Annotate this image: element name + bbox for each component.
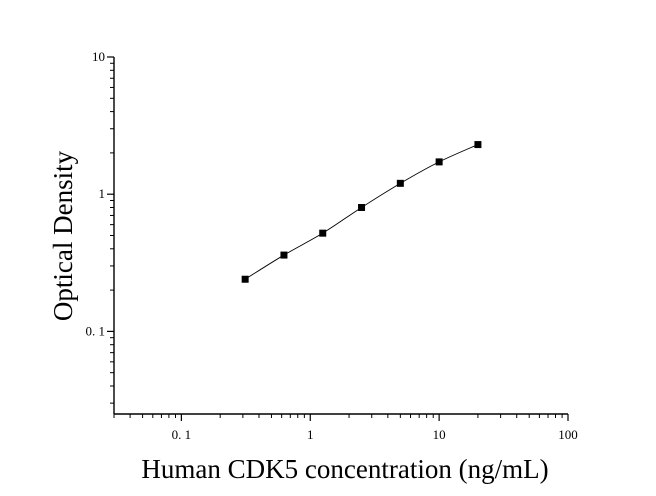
x-tick-label: 100 [558, 427, 578, 442]
x-tick-label: 1 [307, 427, 314, 442]
fit-curve [244, 144, 479, 280]
data-point [474, 141, 482, 149]
y-tick-label: 10 [92, 49, 105, 64]
y-tick-label: 0. 1 [86, 323, 106, 338]
data-point [280, 251, 288, 259]
fit-curve-layer [244, 144, 479, 280]
x-axis-title: Human CDK5 concentration (ng/mL) [141, 454, 548, 484]
data-point [319, 229, 327, 237]
data-point [396, 179, 404, 187]
data-points [241, 141, 482, 283]
data-point [241, 275, 249, 283]
data-point [358, 203, 366, 211]
y-tick-label: 1 [99, 186, 106, 201]
x-tick-label: 10 [433, 427, 446, 442]
data-point [435, 158, 443, 166]
x-tick-label: 0. 1 [172, 427, 192, 442]
y-axis-title: Optical Density [48, 150, 78, 321]
axes: 0. 1 1 10 100 0. 1 1 10 [86, 49, 578, 442]
